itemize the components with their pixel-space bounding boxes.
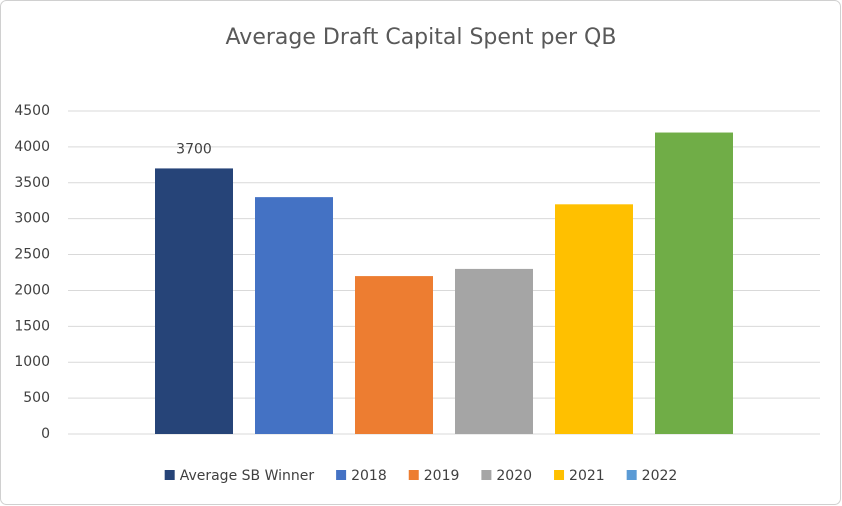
legend-marker (408, 470, 419, 480)
y-tick-label: 500 (23, 390, 50, 406)
y-tick-label: 2000 (14, 282, 50, 298)
chart-title: Average Draft Capital Spent per QB (226, 25, 617, 50)
y-tick-label: 1000 (14, 354, 50, 370)
legend-label: 2019 (424, 468, 460, 484)
bar (455, 268, 533, 434)
y-tick-label: 4500 (14, 103, 50, 119)
y-tick-label: 2500 (14, 247, 50, 263)
legend-label: 2018 (351, 468, 387, 484)
bar (355, 276, 433, 434)
legend-label: Average SB Winner (180, 468, 315, 484)
bar (555, 204, 633, 434)
y-tick-label: 1500 (14, 318, 50, 334)
y-tick-label: 4000 (14, 139, 50, 155)
legend-label: 2021 (569, 468, 605, 484)
y-tick-label: 3500 (14, 175, 50, 191)
legend-marker (481, 470, 492, 480)
legend-marker (626, 470, 637, 480)
legend-label: 2022 (642, 468, 678, 484)
y-tick-label: 3000 (14, 211, 50, 227)
bar (655, 132, 733, 435)
bar (155, 168, 233, 434)
legend-marker (164, 470, 175, 480)
legend-label: 2020 (496, 468, 532, 484)
data-label: 3700 (176, 141, 212, 157)
y-tick-label: 0 (41, 426, 50, 442)
legend-marker (554, 470, 565, 480)
legend-marker (336, 470, 347, 480)
bar (255, 197, 333, 434)
